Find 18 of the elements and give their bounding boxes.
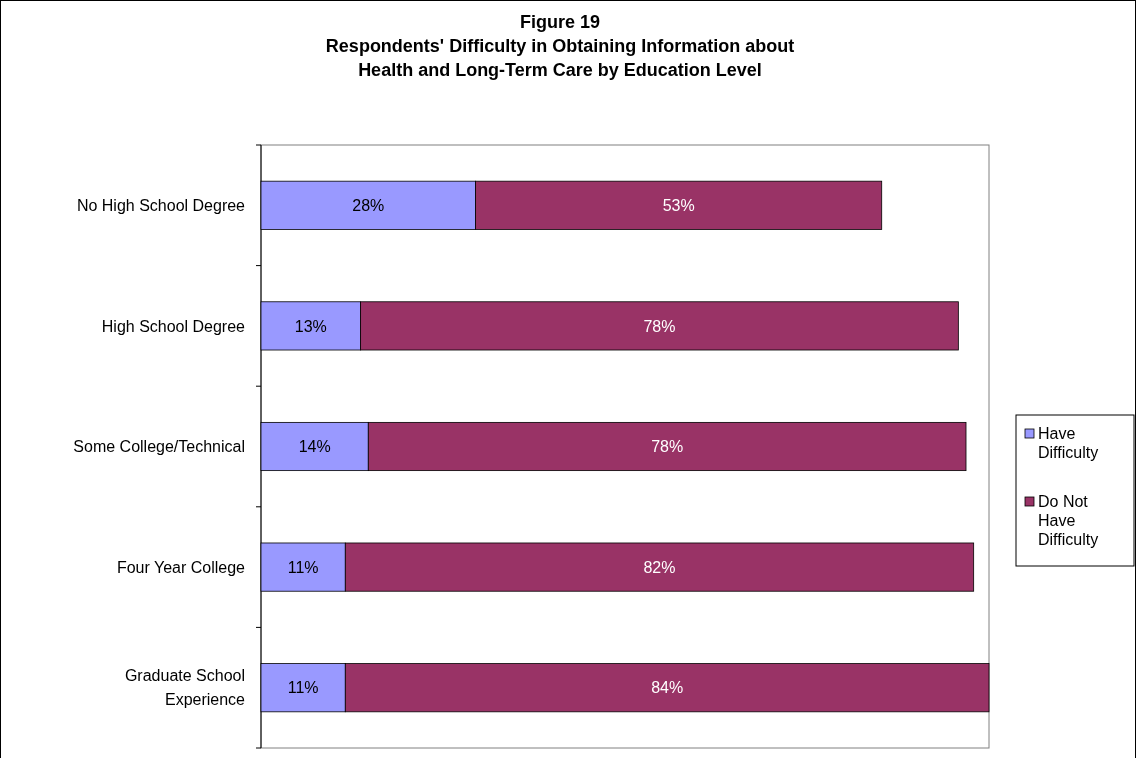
data-label: 14% bbox=[298, 438, 331, 456]
data-label: 53% bbox=[662, 196, 695, 214]
data-label: 84% bbox=[651, 679, 684, 697]
data-label: 82% bbox=[643, 558, 676, 576]
legend-label: Do Not Have Difficulty bbox=[1038, 493, 1099, 548]
data-label: 78% bbox=[643, 317, 676, 335]
data-label: 28% bbox=[352, 196, 385, 214]
data-label: 11% bbox=[287, 558, 319, 576]
y-tick-label: No High School Degree bbox=[76, 196, 246, 214]
y-tick-label: Graduate School Experience bbox=[124, 667, 246, 709]
data-label: 78% bbox=[651, 438, 684, 456]
y-tick-label: Some College/Technical bbox=[73, 438, 245, 456]
legend-label: Have Difficulty bbox=[1038, 425, 1099, 461]
chart-title: Figure 19 Respondents' Difficulty in Obtaining Information about Health and Long-Term Care by Education Level bbox=[325, 12, 795, 80]
y-tick-label: Four Year College bbox=[116, 558, 246, 576]
data-label: 11% bbox=[287, 679, 319, 697]
y-tick-label: High School Degree bbox=[101, 317, 246, 335]
data-label: 13% bbox=[294, 317, 327, 335]
